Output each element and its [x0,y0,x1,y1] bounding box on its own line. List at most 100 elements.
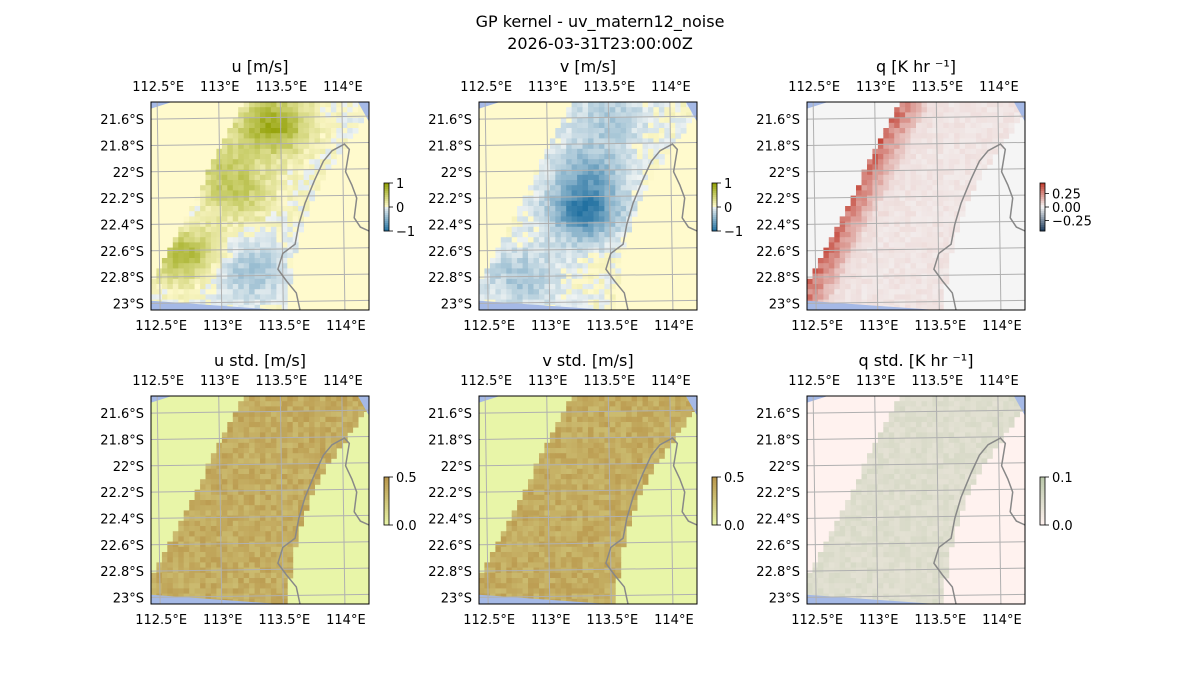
heatmap-cell [577,505,583,511]
heatmap-cell [336,416,343,423]
colorbar-segment [1040,193,1045,196]
heatmap-cell [309,154,315,160]
heatmap-cell [249,232,255,238]
heatmap-cell [948,112,955,118]
heatmap-cell [588,252,594,259]
heatmap-cell [593,541,600,548]
heatmap-cell [506,294,513,300]
heatmap-cell [249,422,255,428]
heatmap-cell [560,289,567,295]
heatmap-cell [205,185,212,191]
heatmap-cell [965,117,971,124]
gridline-lon [484,395,489,605]
heatmap-cell [265,206,272,212]
heatmap-cell [932,154,939,160]
heatmap-cell [566,432,573,438]
y-tick-label: 22.4°S [100,512,144,527]
heatmap-cell [243,546,250,553]
heatmap-cell [669,128,676,134]
heatmap-cell [254,546,261,553]
heatmap-cell [965,174,971,181]
heatmap-cell [937,164,944,170]
heatmap-cell [883,128,890,134]
heatmap-cell [341,122,348,129]
heatmap-cell [320,107,326,113]
heatmap-cell [216,258,223,264]
heatmap-cell [1008,112,1015,118]
heatmap-cell [566,174,573,181]
heatmap-cell [292,185,299,191]
heatmap-cell [872,232,879,238]
gridline-lon [218,395,223,605]
heatmap-cell [555,484,562,490]
heatmap-cell [588,442,594,449]
heatmap-cell [249,437,255,444]
heatmap-cell [658,107,665,113]
heatmap-cell [1008,122,1015,129]
heatmap-cell [620,406,627,412]
heatmap-cell [609,411,616,418]
heatmap-cell [642,128,649,134]
heatmap-cell [626,406,632,412]
heatmap-cell [905,169,911,176]
heatmap-cell [593,396,600,402]
heatmap-cell [566,180,573,186]
heatmap-cell [276,515,283,522]
heatmap-cell [260,169,266,176]
heatmap-cell [292,154,299,160]
heatmap-cell [287,474,294,480]
heatmap-cell [588,232,594,238]
colorbar-segment [712,191,717,194]
heatmap-cell [221,237,228,243]
heatmap-cell [489,552,496,558]
heatmap-cell [631,463,638,470]
heatmap-cell [910,294,917,300]
heatmap-cell [528,489,534,496]
heatmap-cell [539,185,545,191]
heatmap-cell [1014,107,1020,113]
heatmap-cell [888,190,895,196]
heatmap-cell [921,143,928,150]
heatmap-cell [243,401,250,407]
heatmap-cell [200,216,206,222]
heatmap-cell [281,107,288,113]
gridline-lon [341,101,346,311]
heatmap-cell [549,195,556,202]
heatmap-cell [189,546,196,553]
heatmap-cell [200,190,206,196]
heatmap-cell [921,258,928,264]
heatmap-cell [905,102,911,108]
heatmap-cell [943,242,950,248]
heatmap-cell [883,185,890,191]
heatmap-cell [238,541,245,548]
heatmap-cell [243,226,250,233]
x-tick-label-bottom: 113°E [203,319,243,334]
heatmap-cell [539,572,545,579]
heatmap-cell [506,226,513,233]
heatmap-cell [631,200,638,207]
heatmap-cell [232,463,239,470]
heatmap-cell [270,226,277,233]
heatmap-cell [609,552,616,558]
heatmap-cell [506,278,513,285]
heatmap-cell [943,112,950,118]
colorbar-segment [712,495,717,498]
heatmap-cell [506,284,513,290]
heatmap-cell [637,416,643,423]
heatmap-cell [582,578,589,584]
heatmap-cell [528,531,534,537]
heatmap-cell [582,211,589,217]
heatmap-cell [604,299,611,306]
y-tick-label: 22.2°S [756,192,800,207]
heatmap-cell [877,169,884,176]
heatmap-cell [888,211,895,217]
heatmap-cell [560,143,567,150]
heatmap-cell [959,117,966,124]
heatmap-cell [281,484,288,490]
heatmap-cell [511,263,518,269]
heatmap-cell [653,411,660,418]
heatmap-cell [615,396,622,402]
heatmap-cell [270,593,277,600]
heatmap-cell [221,154,228,160]
heatmap-cell [161,578,168,584]
